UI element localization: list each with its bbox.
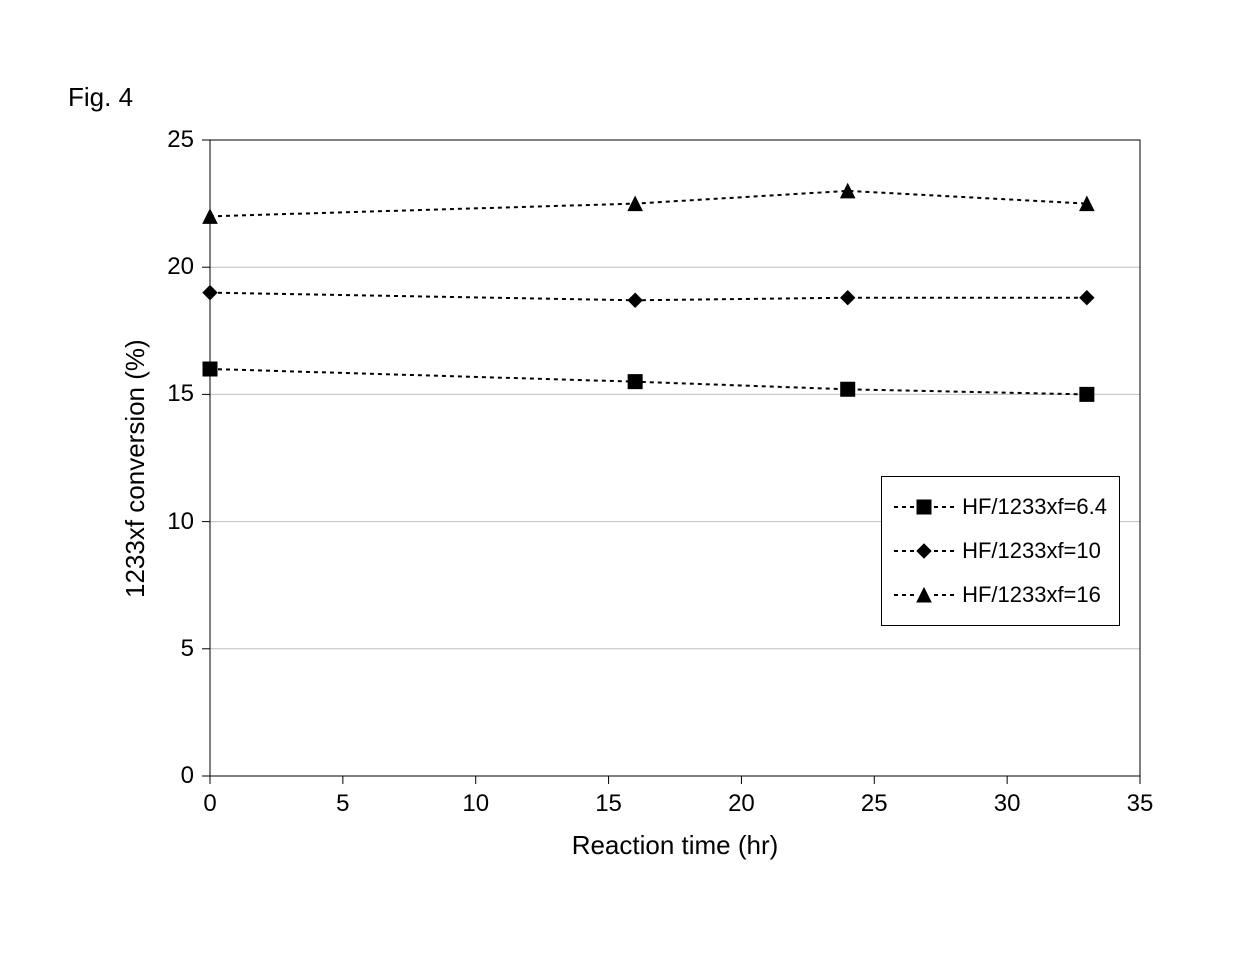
legend-label: HF/1233xf=16 [962, 582, 1101, 608]
y-tick-label: 5 [181, 635, 194, 663]
legend-label: HF/1233xf=6.4 [962, 494, 1107, 520]
page: Fig. 4 051015202530350510152025Reaction … [0, 0, 1240, 969]
series-marker-hf_6_4 [841, 382, 855, 396]
y-axis-title: 1233xf conversion (%) [120, 339, 151, 598]
legend-item-hf_6_4: HF/1233xf=6.4 [894, 485, 1107, 529]
x-tick-label: 30 [987, 790, 1027, 818]
legend-label: HF/1233xf=10 [962, 538, 1101, 564]
y-tick-label: 0 [181, 762, 194, 790]
y-tick-label: 20 [167, 253, 194, 281]
x-tick-label: 10 [456, 790, 496, 818]
y-tick-label: 10 [167, 508, 194, 536]
x-tick-label: 25 [854, 790, 894, 818]
y-tick-label: 15 [167, 380, 194, 408]
legend: HF/1233xf=6.4 HF/1233xf=10 HF/1233xf=16 [881, 476, 1120, 626]
legend-swatch-hf_6_4 [894, 497, 954, 517]
legend-item-hf_10: HF/1233xf=10 [894, 529, 1107, 573]
plot-background [210, 140, 1140, 776]
y-tick-label: 25 [167, 126, 194, 154]
x-tick-label: 0 [190, 790, 230, 818]
x-tick-label: 20 [721, 790, 761, 818]
x-tick-label: 5 [323, 790, 363, 818]
series-marker-hf_6_4 [628, 375, 642, 389]
chart-container: 0 5 10 15 20 25 30 35 0 5 10 15 20 25 Reaction time (h… [0, 0, 1240, 969]
x-axis-title: Reaction time (hr) [210, 830, 1140, 861]
series-marker-hf_6_4 [1080, 387, 1094, 401]
legend-swatch-hf_16 [894, 585, 954, 605]
series-marker-hf_6_4 [203, 362, 217, 376]
legend-item-hf_16: HF/1233xf=16 [894, 573, 1107, 617]
legend-swatch-hf_10 [894, 541, 954, 561]
x-tick-label: 35 [1120, 790, 1160, 818]
x-tick-label: 15 [589, 790, 629, 818]
